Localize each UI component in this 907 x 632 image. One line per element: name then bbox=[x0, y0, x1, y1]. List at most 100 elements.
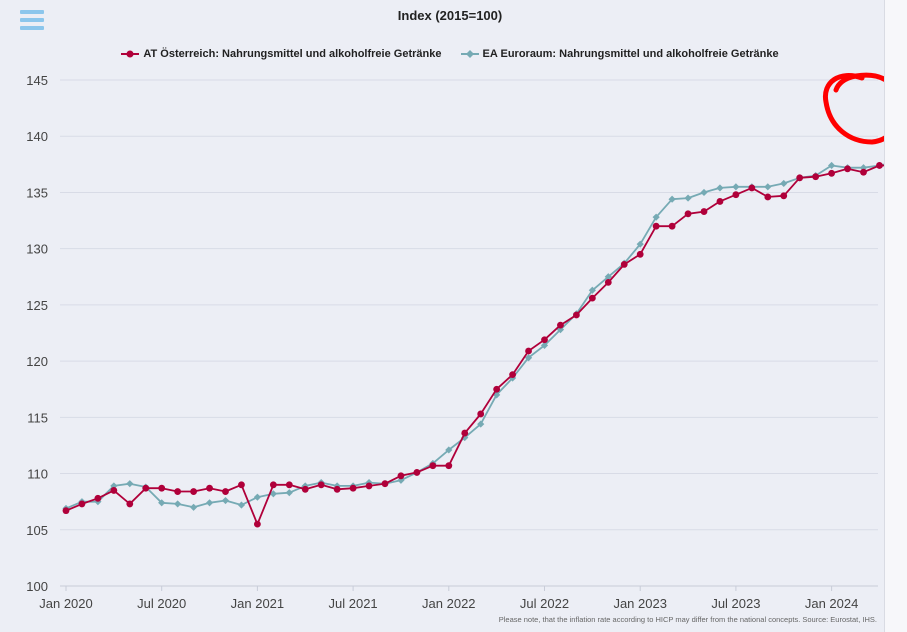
menu-bar bbox=[20, 18, 44, 22]
legend-item-at[interactable]: AT Österreich: Nahrungsmittel und alkoho… bbox=[121, 48, 441, 60]
data-point-at bbox=[748, 184, 756, 192]
data-point-ea bbox=[477, 420, 485, 428]
data-point-at bbox=[541, 336, 548, 344]
data-point-at bbox=[668, 222, 676, 230]
series-line-ea bbox=[65, 163, 884, 510]
data-point-at bbox=[429, 462, 437, 470]
data-point-ea bbox=[285, 489, 293, 497]
data-point-at bbox=[461, 429, 469, 437]
data-point-ea bbox=[493, 391, 501, 399]
data-point-at bbox=[174, 488, 182, 495]
data-point-at bbox=[716, 198, 724, 205]
data-point-at bbox=[493, 385, 501, 393]
data-point-ea bbox=[237, 501, 246, 509]
y-tick-label: 135 bbox=[26, 185, 48, 200]
data-point-at bbox=[732, 191, 740, 199]
data-point-ea bbox=[221, 496, 230, 505]
x-tick-label: Jan 2022 bbox=[422, 596, 476, 611]
data-point-ea bbox=[652, 213, 660, 221]
legend-marker-circle-icon bbox=[121, 50, 140, 58]
data-point-ea bbox=[732, 183, 740, 191]
data-point-at bbox=[269, 481, 277, 489]
data-point-ea bbox=[700, 188, 708, 197]
y-tick-label: 115 bbox=[27, 410, 48, 425]
data-point-ea bbox=[524, 354, 533, 362]
data-point-at bbox=[238, 481, 245, 489]
legend-label-ea: EA Euroraum: Nahrungsmittel und alkoholf… bbox=[482, 48, 779, 60]
data-point-at bbox=[78, 500, 86, 508]
data-point-ea bbox=[190, 503, 198, 511]
y-tick-label: 140 bbox=[26, 129, 48, 144]
x-tick-label: Jan 2023 bbox=[613, 596, 667, 611]
data-point-at bbox=[349, 484, 357, 492]
data-point-at bbox=[126, 500, 134, 508]
data-point-at bbox=[477, 410, 485, 418]
data-point-at bbox=[764, 193, 772, 201]
data-point-ea bbox=[668, 195, 676, 203]
chart-title: Index (2015=100) bbox=[397, 8, 503, 23]
legend-item-ea[interactable]: EA Euroraum: Nahrungsmittel und alkoholf… bbox=[460, 48, 779, 60]
data-point-at bbox=[828, 169, 835, 177]
data-point-at bbox=[700, 208, 708, 215]
data-point-at bbox=[780, 192, 788, 200]
data-point-ea bbox=[780, 179, 788, 188]
y-tick-label: 105 bbox=[26, 523, 48, 538]
data-point-at bbox=[588, 294, 596, 302]
data-point-at bbox=[301, 485, 309, 493]
data-point-at bbox=[222, 488, 229, 495]
y-tick-label: 130 bbox=[26, 242, 48, 257]
y-tick-label: 100 bbox=[26, 579, 48, 594]
data-point-at bbox=[652, 222, 660, 230]
data-point-at bbox=[206, 484, 213, 492]
legend-label-at: AT Österreich: Nahrungsmittel und alkoho… bbox=[143, 48, 442, 60]
data-point-at bbox=[636, 250, 644, 258]
data-point-at bbox=[876, 162, 883, 169]
data-point-at bbox=[860, 168, 867, 176]
data-point-at bbox=[796, 174, 804, 182]
data-point-ea bbox=[588, 286, 596, 294]
data-point-ea bbox=[636, 240, 644, 248]
data-point-ea bbox=[604, 273, 612, 281]
y-tick-label: 110 bbox=[27, 467, 48, 482]
data-point-at bbox=[62, 507, 70, 515]
x-tick-label: Jul 2020 bbox=[137, 596, 186, 611]
data-point-ea bbox=[174, 500, 182, 508]
data-point-at bbox=[573, 311, 580, 319]
data-point-at bbox=[94, 494, 102, 502]
source-note: Please note, that the inflation rate acc… bbox=[498, 615, 877, 624]
series-line-at bbox=[65, 164, 884, 526]
data-point-at bbox=[812, 173, 820, 181]
data-point-at bbox=[620, 261, 628, 268]
data-point-at bbox=[557, 321, 564, 329]
data-point-ea bbox=[828, 161, 836, 170]
data-point-at bbox=[110, 487, 118, 494]
data-point-at bbox=[509, 371, 516, 379]
x-tick-label: Jan 2024 bbox=[805, 596, 859, 611]
menu-bar bbox=[20, 26, 44, 30]
chart-panel bbox=[0, 0, 884, 632]
data-point-at bbox=[317, 481, 325, 489]
data-point-at bbox=[397, 472, 405, 480]
line-chart: 100 105 110 115 120 125 130 135 140 145 Jan 2020 Ju… bbox=[26, 72, 884, 611]
data-point-ea bbox=[397, 476, 405, 484]
data-point-at bbox=[254, 520, 261, 528]
data-point-at bbox=[158, 484, 166, 492]
data-point-at bbox=[142, 484, 150, 492]
data-point-ea bbox=[253, 493, 261, 501]
data-point-ea bbox=[269, 490, 277, 498]
data-point-at bbox=[604, 279, 612, 286]
chart-legend: AT Österreich: Nahrungsmittel und alkoho… bbox=[0, 48, 900, 60]
data-point-at bbox=[445, 462, 453, 470]
data-point-ea bbox=[684, 194, 692, 202]
hamburger-menu-icon[interactable] bbox=[20, 10, 44, 32]
y-tick-label: 145 bbox=[26, 73, 48, 88]
data-point-ea bbox=[158, 499, 166, 507]
data-point-at bbox=[684, 210, 692, 218]
scroll-area bbox=[884, 0, 907, 632]
data-point-at bbox=[381, 480, 389, 488]
data-point-ea bbox=[205, 499, 214, 507]
legend-marker-diamond-icon bbox=[460, 50, 479, 59]
menu-bar bbox=[20, 10, 44, 14]
highlight-circle-annotation bbox=[822, 72, 884, 145]
x-tick-label: Jul 2023 bbox=[711, 596, 760, 611]
